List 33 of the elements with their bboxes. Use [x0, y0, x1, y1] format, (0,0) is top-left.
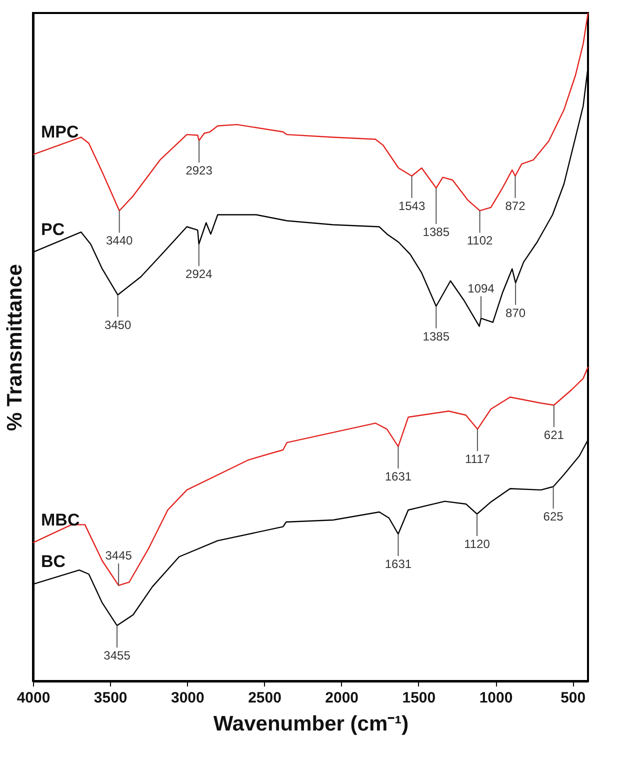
x-tick-label: 2500 [248, 690, 282, 706]
y-axis-title: % Transmittance [4, 264, 26, 431]
annotation: 2923 [186, 164, 213, 178]
series-label: MBC [41, 510, 80, 530]
annotation: 1385 [422, 329, 450, 344]
annotation: 1120 [464, 537, 490, 551]
x-tick-label: 3500 [94, 690, 128, 706]
annotation: 1094 [468, 281, 495, 296]
x-axis-title: Wavenumber (cm⁻¹) [213, 712, 409, 736]
x-tick-label: 500 [560, 690, 586, 706]
x-tick-label: 1000 [479, 690, 513, 706]
annotation: 3445 [105, 548, 132, 562]
annotation: 1102 [466, 234, 493, 248]
series-label: PC [41, 220, 65, 240]
annotation: 625 [543, 510, 564, 524]
annotation: 870 [506, 306, 526, 320]
annotation: 1117 [465, 452, 490, 466]
x-tick-label: 4000 [16, 690, 50, 706]
series-label: BC [41, 552, 66, 572]
annotation: 2924 [186, 267, 213, 282]
annotation: 3455 [104, 648, 131, 663]
annotation: 3440 [106, 234, 134, 248]
x-tick-label: 2000 [325, 690, 359, 706]
x-tick-label: 3000 [170, 690, 204, 706]
annotation: 1631 [384, 557, 412, 572]
annotation: 1385 [422, 225, 450, 240]
annotation: 621 [544, 428, 564, 442]
x-tick-label: 1500 [402, 690, 436, 706]
annotation: 1543 [398, 198, 426, 213]
series-label: MPC [41, 122, 79, 142]
annotation: 872 [505, 198, 526, 213]
annotation: 3450 [104, 318, 132, 332]
annotation: 1631 [384, 470, 412, 484]
